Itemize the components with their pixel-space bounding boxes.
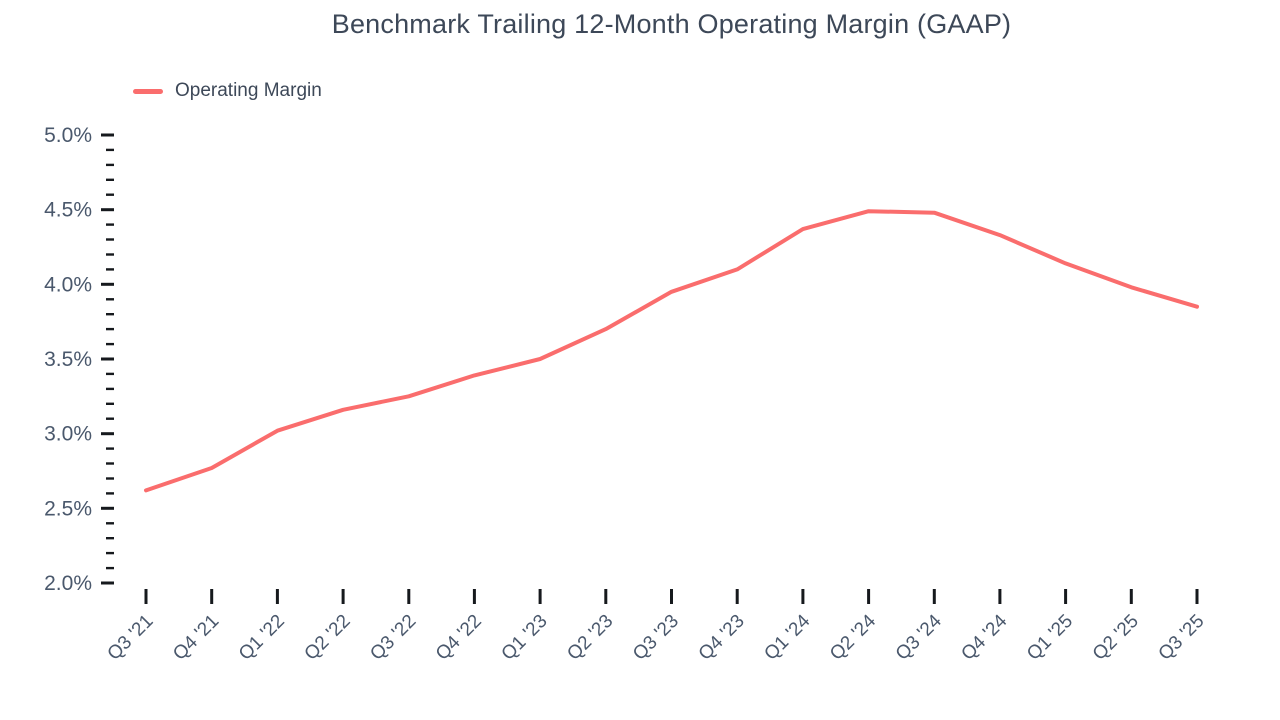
legend-series-label: Operating Margin (175, 80, 322, 101)
y-axis-label: 3.0% (44, 423, 92, 446)
y-axis-label: 5.0% (44, 124, 92, 147)
y-axis-label: 4.0% (44, 273, 92, 296)
x-axis-label: Q1 '24 (760, 610, 814, 664)
y-axis-label: 3.5% (44, 348, 92, 371)
x-axis-label: Q3 '22 (366, 611, 420, 665)
x-axis-label: Q2 '22 (301, 611, 355, 665)
chart-title: Benchmark Trailing 12-Month Operating Ma… (331, 9, 1012, 39)
y-axis-label: 2.0% (44, 572, 92, 595)
x-axis-label: Q3 '24 (892, 610, 946, 664)
x-axis-label: Q3 '25 (1155, 611, 1209, 665)
x-axis-label: Q2 '23 (563, 611, 617, 665)
x-axis-label: Q1 '23 (498, 611, 552, 665)
x-axis-label: Q3 '21 (104, 611, 158, 665)
x-axis-label: Q4 '22 (432, 611, 486, 665)
x-axis-label: Q1 '22 (235, 611, 289, 665)
x-axis-label: Q4 '21 (169, 611, 223, 665)
x-axis-label: Q1 '25 (1023, 611, 1077, 665)
x-axis-label: Q2 '24 (826, 610, 880, 664)
legend: Operating Margin (133, 80, 322, 102)
y-axis-label: 4.5% (44, 199, 92, 222)
x-axis-label: Q4 '23 (695, 611, 749, 665)
x-axis-label: Q4 '24 (957, 610, 1011, 664)
x-axis-label: Q3 '23 (629, 611, 683, 665)
operating-margin-line (144, 209, 1199, 493)
y-axis-label: 2.5% (44, 497, 92, 520)
legend-line-swatch (133, 88, 163, 94)
x-axis-label: Q2 '25 (1089, 611, 1143, 665)
